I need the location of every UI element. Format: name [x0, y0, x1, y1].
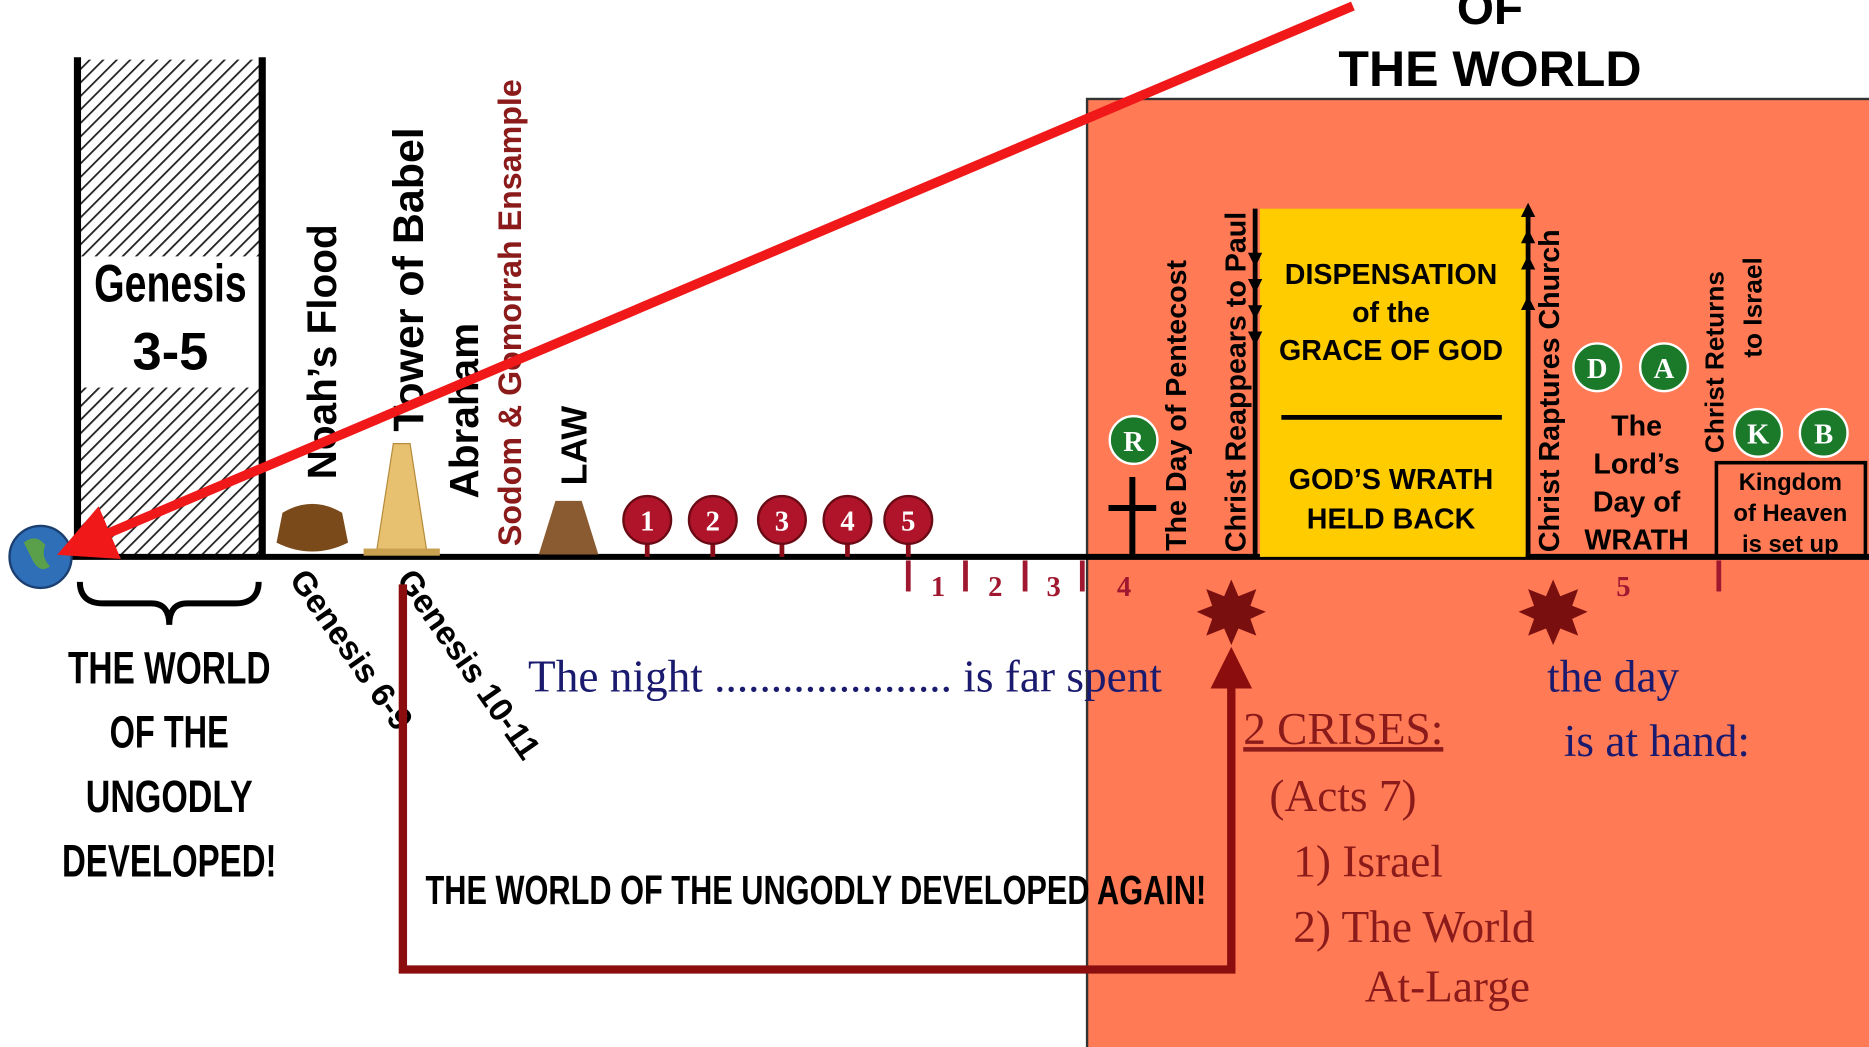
markers: 1 2 3 4 5 — [623, 496, 932, 557]
tick-label: 1 — [931, 572, 945, 603]
reference-label: Genesis 10-11 — [389, 563, 547, 767]
milestone-label: The Day of Pentecost — [1161, 259, 1193, 550]
marker-label: 1 — [640, 507, 654, 538]
letter-label: K — [1747, 420, 1770, 451]
night-text: The night ..................... is far s… — [528, 652, 1162, 702]
marker-label: 2 — [706, 507, 720, 538]
dispensation-line: of the — [1352, 297, 1430, 329]
lords-day-line: Lord’s — [1593, 448, 1679, 480]
ark-icon — [277, 504, 349, 552]
mountain-icon — [539, 501, 599, 555]
kingdom-line: of Heaven — [1733, 500, 1847, 527]
diagram: OF THE WORLD Genesis 3-5 THE WORLD OF TH… — [0, 0, 1869, 1047]
tick-label: 3 — [1047, 572, 1061, 603]
tick-label: 5 — [1616, 572, 1630, 603]
letter-label: D — [1587, 354, 1608, 385]
title-line: THE WORLD — [1338, 41, 1641, 97]
world-ungodly-line: OF THE — [110, 707, 229, 758]
crises-item: At-Large — [1365, 962, 1530, 1012]
tower-icon — [377, 444, 427, 551]
crises-title: 2 CRISES: — [1243, 704, 1443, 754]
day-text: the day — [1547, 652, 1679, 702]
crises-item: 2) The World — [1293, 902, 1535, 952]
lords-day-line: WRATH — [1584, 525, 1688, 557]
genesis-label: 3-5 — [133, 324, 209, 382]
kingdom: Kingdom of Heaven is set up — [1733, 469, 1847, 558]
brace — [80, 582, 259, 625]
tick-label: 2 — [988, 572, 1002, 603]
title: OF THE WORLD — [1338, 0, 1641, 97]
returns-label: to Israel — [1738, 257, 1768, 358]
marker-label: 4 — [840, 507, 854, 538]
wrath-line: GOD’S WRATH — [1289, 464, 1493, 496]
letter-label: R — [1123, 427, 1144, 458]
wrath-line: HELD BACK — [1307, 503, 1476, 535]
world-ungodly-line: DEVELOPED! — [62, 835, 277, 886]
returns-label: Christ Returns — [1700, 271, 1730, 453]
crises-item: 1) Israel — [1293, 836, 1443, 886]
kingdom-line: Kingdom — [1739, 469, 1842, 496]
marker-label: 5 — [901, 507, 915, 538]
lords-day-line: Day of — [1593, 487, 1681, 519]
crises-ref: (Acts 7) — [1269, 771, 1416, 821]
letter-label: B — [1814, 420, 1833, 451]
dispensation-line: GRACE OF GOD — [1279, 335, 1503, 367]
event-label: Tower of Babel — [385, 127, 433, 431]
event-label: Sodom & Gomorrah Ensample — [492, 79, 528, 546]
day-text: is at hand: — [1564, 716, 1750, 766]
tower-base — [364, 549, 440, 556]
event-label: Abraham — [441, 323, 487, 499]
world-ungodly: THE WORLD OF THE UNGODLY DEVELOPED! — [62, 642, 277, 886]
dispensation-line: DISPENSATION — [1285, 259, 1497, 291]
lords-day-line: The — [1611, 410, 1662, 442]
milestone-label: Christ Reappears to Paul — [1221, 212, 1253, 552]
letter-label: A — [1654, 354, 1675, 385]
milestone-label: Christ Raptures Church — [1534, 229, 1566, 552]
marker-label: 3 — [775, 507, 789, 538]
kingdom-line: is set up — [1742, 531, 1839, 558]
hatch — [77, 60, 262, 257]
event-label: LAW — [554, 406, 594, 486]
again-text: THE WORLD OF THE UNGODLY DEVELOPED AGAIN… — [426, 867, 1207, 913]
world-ungodly-line: UNGODLY — [86, 771, 253, 822]
title-line: OF — [1457, 0, 1523, 35]
genesis-label: Genesis — [94, 256, 247, 314]
tick-label: 4 — [1117, 572, 1131, 603]
world-ungodly-line: THE WORLD — [68, 642, 271, 693]
